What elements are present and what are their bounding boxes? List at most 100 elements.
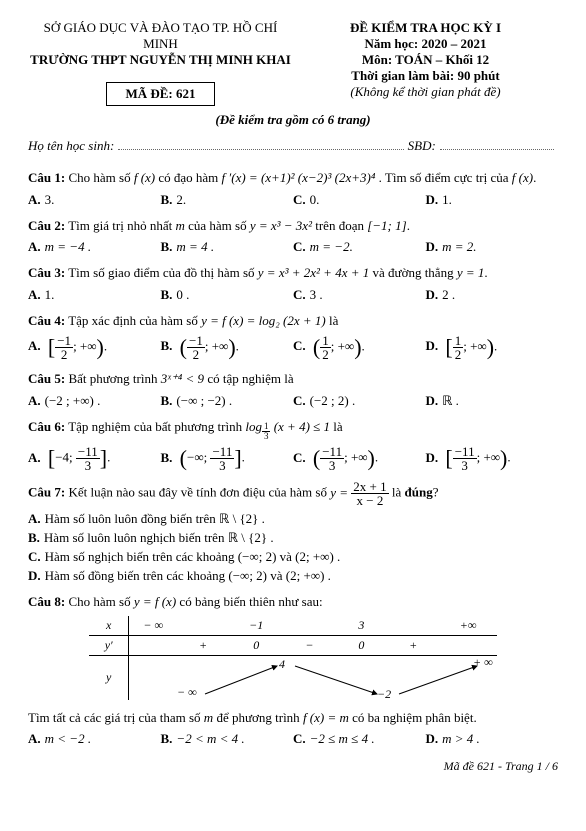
duration: Thời gian làm bài: 90 phút [293,68,558,84]
q2-opt-b: B.m = 4 . [161,239,294,255]
question-8: Câu 8: Cho hàm số y = f (x) có bảng biến… [28,592,558,612]
q2-opt-d: D.m = 2. [426,239,559,255]
exam-title: ĐỀ KIỂM TRA HỌC KỲ I [293,20,558,36]
note: (Không kể thời gian phát đề) [293,84,558,100]
q1-fx: f (x) [134,170,155,185]
q3-opt-c: C.3 . [293,287,426,303]
q7-text-b: là [392,485,405,500]
q1-text-b: có đạo hàm [158,170,221,185]
header-left: SỞ GIÁO DỤC VÀ ĐÀO TẠO TP. HỒ CHÍ MINH T… [28,20,293,106]
pages-note: (Đề kiểm tra gồm có 6 trang) [28,112,558,128]
q7-opt-c: C.Hàm số nghịch biến trên các khoảng (−∞… [28,549,558,565]
q2-text-c: trên đoạn [315,218,367,233]
q2-m: m [175,218,184,233]
q5-opt-a: A.(−2 ; +∞) . [28,393,161,409]
q6-text: Tập nghiệm của bất phương trình [68,419,245,434]
q7-options: A.Hàm số luôn luôn đồng biến trên ℝ \ {2… [28,511,558,584]
q8-text-b: có bảng biến thiên như sau: [179,594,322,609]
q6-text-b: là [333,419,342,434]
header: SỞ GIÁO DỤC VÀ ĐÀO TẠO TP. HỒ CHÍ MINH T… [28,20,558,106]
variation-table: x − ∞ −1 3 +∞ y′ + 0 − 0 + y − ∞ 4 −2 [89,616,497,700]
q3-formula: y = x³ + 2x² + 4x + 1 [258,265,369,280]
exam-code: MÃ ĐỀ: 621 [106,82,214,106]
q2-options: A.m = −4 . B.m = 4 . C.m = −2. D.m = 2. [28,239,558,255]
school: TRƯỜNG THPT NGUYỄN THỊ MINH KHAI [28,52,293,68]
q8-opt-d: D.m > 4 . [426,731,559,747]
q1-fx2: f (x) [512,170,533,185]
question-5: Câu 5: Bất phương trình 3ˣ⁺⁴ < 9 có tập … [28,369,558,389]
q4-opt-d: D. [12; +∞). [426,334,559,361]
variation-arrows: − ∞ 4 −2 + ∞ [177,656,497,700]
q7-opt-a: A.Hàm số luôn luôn đồng biến trên ℝ \ {2… [28,511,558,527]
q2-opt-a: A.m = −4 . [28,239,161,255]
q3-opt-b: B.0 . [161,287,294,303]
q6-opt-b: B. (−∞; −113]. [161,445,294,472]
q8-formula: y = f (x) [134,594,176,609]
footer: Mã đề 621 - Trang 1 / 6 [28,759,558,774]
q8-opt-b: B.−2 < m < 4 . [161,731,294,747]
q8-text: Cho hàm số [68,594,133,609]
q1-formula: f ′(x) = (x+1)² (x−2)³ (2x+3)⁴ [222,170,376,185]
q7-formula: y = 2x + 1x − 2 [330,485,388,500]
tbl-y: y [89,655,129,700]
q6-opt-c: C. (−113; +∞). [293,445,426,472]
id-label: SBD: [408,138,436,154]
q7-text: Kết luận nào sau đây về tính đơn điệu củ… [68,485,330,500]
q3-opt-a: A.1. [28,287,161,303]
q2-text-b: của hàm số [188,218,250,233]
q4-label: Câu 4: [28,313,65,328]
id-dots [440,138,554,150]
q1-options: A.3. B.2. C.0. D.1. [28,192,558,208]
q6-options: A. [−4; −113]. B. (−∞; −113]. C. (−113; … [28,445,558,472]
tbl-yprime: y′ [89,635,129,655]
q6-formula: log13 (x + 4) ≤ 1 [245,419,330,434]
q3-opt-d: D.2 . [426,287,559,303]
q4-text-b: là [329,313,338,328]
q5-label: Câu 5: [28,371,65,386]
dept: SỞ GIÁO DỤC VÀ ĐÀO TẠO TP. HỒ CHÍ MINH [28,20,293,52]
q2-text-a: Tìm giá trị nhỏ nhất [68,218,175,233]
q4-options: A. [−12; +∞). B. (−12; +∞). C. (12; +∞).… [28,334,558,361]
q1-opt-b: B.2. [161,192,294,208]
question-7: Câu 7: Kết luận nào sau đây về tính đơn … [28,480,558,507]
q7-opt-d: D.Hàm số đồng biến trên các khoảng (−∞; … [28,568,558,584]
q8-options: A.m < −2 . B.−2 < m < 4 . C.−2 ≤ m ≤ 4 .… [28,731,558,747]
q7-dung: đúng [405,485,433,500]
q8-opt-c: C.−2 ≤ m ≤ 4 . [293,731,426,747]
q1-text-a: Cho hàm số [68,170,133,185]
q1-opt-c: C.0. [293,192,426,208]
q5-opt-c: C.(−2 ; 2) . [293,393,426,409]
q3-label: Câu 3: [28,265,65,280]
q2-opt-c: C.m = −2. [293,239,426,255]
q8-text-c: Tìm tất cả các giá trị của tham số [28,710,204,725]
q2-interval: [−1; 1] [367,218,406,233]
svg-text:4: 4 [279,657,285,671]
code-wrap: MÃ ĐỀ: 621 [28,76,293,106]
q1-text-c: . Tìm số điểm cực trị của [379,170,512,185]
q6-opt-d: D. [−113; +∞). [426,445,559,472]
question-2: Câu 2: Tìm giá trị nhỏ nhất m của hàm số… [28,216,558,236]
q1-opt-d: D.1. [426,192,559,208]
q3-text: Tìm số giao điểm của đồ thị hàm số [68,265,258,280]
fill-row: Họ tên học sinh: SBD: [28,138,558,154]
q1-label: Câu 1: [28,170,65,185]
q5-opt-b: B.(−∞ ; −2) . [161,393,294,409]
q3-line: y = 1 [457,265,485,280]
q5-text-b: có tập nghiệm là [207,371,293,386]
q6-opt-a: A. [−4; −113]. [28,445,161,472]
q2-label: Câu 2: [28,218,65,233]
q8-eq: f (x) = m [303,710,349,725]
q1-opt-a: A.3. [28,192,161,208]
svg-text:+ ∞: + ∞ [473,656,493,669]
q4-opt-a: A. [−12; +∞). [28,334,161,361]
q3-text-b: và đường thẳng [373,265,457,280]
q7-opt-b: B.Hàm số luôn luôn nghịch biến trên ℝ \ … [28,530,558,546]
svg-text:−2: −2 [377,687,391,700]
q8-part2: Tìm tất cả các giá trị của tham số m để … [28,708,558,728]
q2-formula: y = x³ − 3x² [250,218,312,233]
name-label: Họ tên học sinh: [28,138,114,154]
question-1: Câu 1: Cho hàm số f (x) có đạo hàm f ′(x… [28,168,558,188]
q4-text: Tập xác định của hàm số [68,313,201,328]
svg-text:− ∞: − ∞ [177,685,197,699]
subject: Môn: TOÁN – Khối 12 [293,52,558,68]
